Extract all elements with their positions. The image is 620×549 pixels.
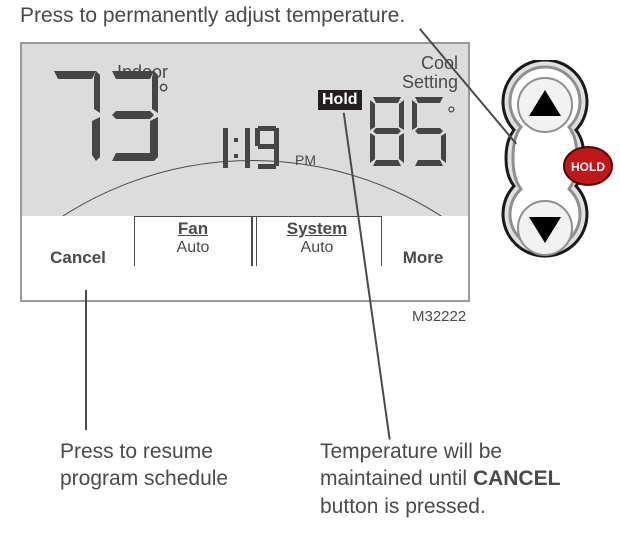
temperature-up-button[interactable] [518, 78, 572, 132]
fan-button[interactable]: Fan Auto [134, 216, 252, 266]
thermostat-screen: Indoor ° [20, 42, 470, 302]
degree-symbol: ° [158, 78, 169, 110]
fan-value: Auto [135, 239, 251, 257]
setpoint-degree-symbol: ° [447, 102, 456, 128]
hold-indicator: Hold [318, 90, 362, 110]
setpoint-temperature [368, 97, 450, 169]
br-post: button is pressed. [320, 495, 486, 518]
svg-text:HOLD: HOLD [571, 160, 605, 174]
temperature-down-button[interactable] [518, 201, 572, 255]
top-callout-text: Press to permanently adjust temperature. [20, 4, 405, 28]
cool-line2: Setting [402, 72, 458, 92]
button-bar: Cancel Fan Auto System Auto More [22, 216, 468, 300]
cool-line1: Cool [421, 53, 458, 73]
cool-setting-label: Cool Setting [402, 54, 458, 92]
callout-line [85, 290, 87, 430]
cancel-button[interactable]: Cancel [22, 216, 134, 300]
bottom-left-callout: Press to resume program schedule [60, 438, 290, 493]
fan-title: Fan [135, 219, 251, 239]
br-em: CANCEL [473, 467, 561, 490]
more-button[interactable]: More [378, 216, 468, 300]
indoor-temperature [48, 69, 163, 164]
hold-button[interactable]: HOLD [564, 147, 612, 185]
physical-controls: HOLD [485, 60, 605, 285]
model-number: M32222 [412, 308, 466, 325]
bottom-right-callout: Temperature will be maintained until CAN… [320, 438, 600, 520]
